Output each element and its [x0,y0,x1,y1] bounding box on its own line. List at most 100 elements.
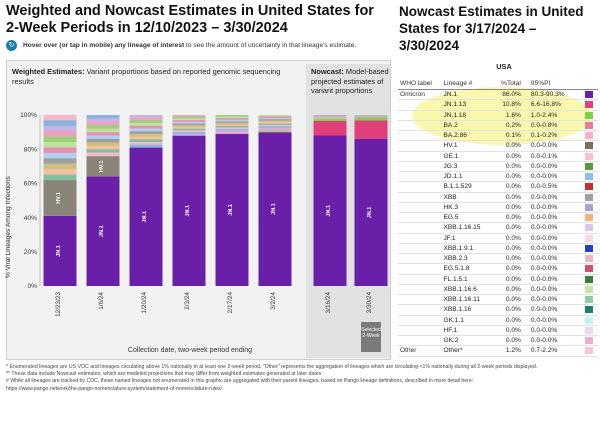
bar-segment-jn-1[interactable] [172,135,206,286]
bar-segment-jn-1[interactable] [43,215,77,286]
bar-segment-other[interactable] [313,115,347,116]
table-row[interactable]: HV.1 0.0% 0.0-0.0% [398,140,598,152]
bar-segment-other[interactable] [86,128,120,133]
bar-segment-other[interactable] [172,133,206,136]
table-row[interactable]: B.1.1.529 0.0% 0.0-0.5% [398,181,598,193]
table-row[interactable]: JN.1.13 10.8% 6.6-16.8% [398,99,598,111]
table-row[interactable]: XBB.1.16.15 0.0% 0.0-0.0% [398,222,598,234]
bar-segment-other[interactable] [43,147,77,154]
bar-segment-other[interactable] [129,117,163,121]
bar-segment-other[interactable] [43,131,77,137]
table-row[interactable]: XBB.2.3 0.0% 0.0-0.0% [398,253,598,265]
table-row[interactable]: Other Other* 1.2% 0.7-2.2% [398,345,598,357]
bar-segment-jn-1[interactable] [129,147,163,286]
table-row[interactable]: JG.3 0.0% 0.0-0.0% [398,161,598,173]
bar-segment-other[interactable] [129,144,163,148]
table-row[interactable]: BA.2.86 0.1% 0.1-0.2% [398,130,598,142]
bar-segment-other[interactable] [129,136,163,140]
bar-segment-other[interactable] [313,115,347,116]
bar-segment-other[interactable] [258,126,292,129]
bar-segment-other[interactable] [313,117,347,119]
bar-segment-other[interactable] [258,122,292,124]
bar-segment-other[interactable] [258,123,292,126]
bar-segment-other[interactable] [258,130,292,133]
bar-segment-other[interactable] [129,123,163,127]
bar-segment-other[interactable] [258,115,292,117]
bar-segment-jn-1-18[interactable] [354,117,388,121]
bar-segment-jn-1-13[interactable] [313,120,347,136]
bar-segment-other[interactable] [86,118,120,123]
bar-segment-other[interactable] [129,125,163,129]
bar-segment-jn-1-13[interactable] [354,120,388,139]
bar-segment-other[interactable] [43,125,77,132]
bar-segment-other[interactable] [43,169,77,175]
bar-segment-other[interactable] [43,163,77,170]
table-row[interactable]: BA.2 0.2% 0.0-0.8% [398,120,598,132]
bar-segment-other[interactable] [215,116,249,119]
table-row[interactable]: GK.2 0.0% 0.0-0.0% [398,335,598,347]
table-row[interactable]: JF.1 0.0% 0.0-0.0% [398,233,598,244]
bar-segment-other[interactable] [258,119,292,121]
bar-segment-other[interactable] [172,126,206,129]
bar-segment-other[interactable] [86,149,120,153]
table-row[interactable]: XBB 0.0% 0.0-0.0% [398,192,598,203]
table-row[interactable]: XBB.1.16.6 0.0% 0.0-0.0% [398,284,598,296]
table-row[interactable]: HF.1 0.0% 0.0-0.0% [398,325,598,337]
bar-segment-other[interactable] [215,129,249,131]
bar-segment-other[interactable] [313,116,347,118]
bar-segment-other[interactable] [172,116,206,119]
bar-segment-other[interactable] [43,115,77,121]
table-row[interactable]: XBB.1.9.1 0.0% 0.0-0.0% [398,243,598,255]
bar-segment-other[interactable] [172,125,206,128]
bar-segment-other[interactable] [258,129,292,131]
bar-segment-jn-1[interactable] [354,138,388,286]
bar-segment-other[interactable] [43,120,77,127]
bar-segment-other[interactable] [43,174,77,181]
table-row[interactable]: EG.5 0.0% 0.0-0.0% [398,212,598,224]
bar-segment-other[interactable] [313,116,347,117]
bar-segment-other[interactable] [258,127,292,130]
bar-segment-other[interactable] [313,118,347,119]
bar-segment-other[interactable] [129,139,163,143]
bar-segment-other[interactable] [129,128,163,132]
bar-segment-other[interactable] [313,117,347,119]
table-row[interactable]: HK.3 0.0% 0.0-0.0% [398,202,598,214]
bar-segment-other[interactable] [215,122,249,125]
table-row[interactable]: Omicron JN.1 86.0% 80.3-90.3% [398,89,598,101]
bar-segment-other[interactable] [43,142,77,148]
table-row[interactable]: XBB.1.16 0.0% 0.0-0.0% [398,304,598,316]
bar-segment-other[interactable] [258,120,292,123]
bar-segment-hv-1[interactable] [43,179,77,216]
bar-segment-other[interactable] [215,125,249,128]
table-row[interactable]: FL.1.5.1 0.0% 0.0-0.0% [398,274,598,285]
bar-segment-other[interactable] [258,117,292,120]
bar-segment-other[interactable] [172,121,206,124]
bar-segment-other[interactable] [86,135,120,140]
bar-segment-other[interactable] [313,118,347,120]
bar-segment-other[interactable] [129,120,163,124]
bar-segment-other[interactable] [313,117,347,118]
bar-segment-other[interactable] [129,115,163,118]
bar-segment-other[interactable] [258,116,292,119]
bar-segment-other[interactable] [172,123,206,126]
bar-segment-other[interactable] [172,115,206,117]
table-row[interactable]: JN.1.18 1.6% 1.0-2.4% [398,110,598,121]
table-row[interactable]: GE.1 0.0% 0.0-0.1% [398,151,598,162]
bar-segment-other[interactable] [215,124,249,127]
bar-segment-other[interactable] [215,127,249,130]
bar-segment-other[interactable] [86,138,120,143]
bar-segment-other[interactable] [172,128,206,131]
selected-period-box[interactable] [361,322,381,352]
bar-segment-jn-1[interactable] [313,135,347,286]
bar-segment-other[interactable] [129,133,163,137]
bar-segment-other[interactable] [43,152,77,159]
bar-segment-other[interactable] [43,158,77,164]
bar-segment-jn-1-18[interactable] [313,118,347,121]
table-row[interactable]: JD.1.1 0.0% 0.0-0.0% [398,171,598,183]
bar-segment-other[interactable] [313,115,347,117]
bar-segment-other[interactable] [129,131,163,135]
bar-segment-other[interactable] [215,130,249,133]
stacked-bar-chart[interactable]: 0% 20% 40% 60% 80% 100% JN.1 HV.1 12/23/23 JN.1 HV… [0,0,395,362]
bar-segment-other[interactable] [172,120,206,123]
bar-segment-other[interactable] [43,136,77,143]
